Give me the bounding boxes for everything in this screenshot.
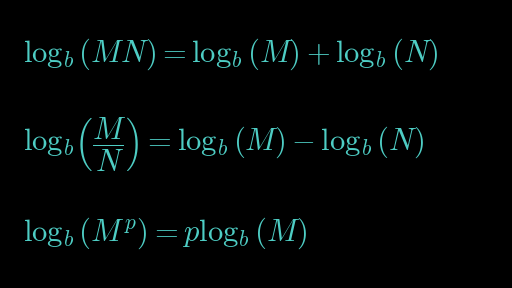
Text: $\log_b\!\left(\dfrac{M}{N}\right) = \log_b(M) - \log_b(N)$: $\log_b\!\left(\dfrac{M}{N}\right) = \lo…: [23, 115, 424, 173]
Text: $\log_b(M^p) = p\log_b(M)$: $\log_b(M^p) = p\log_b(M)$: [23, 216, 307, 251]
Text: $\log_b(MN) = \log_b(M) + \log_b(N)$: $\log_b(MN) = \log_b(M) + \log_b(N)$: [23, 37, 438, 72]
